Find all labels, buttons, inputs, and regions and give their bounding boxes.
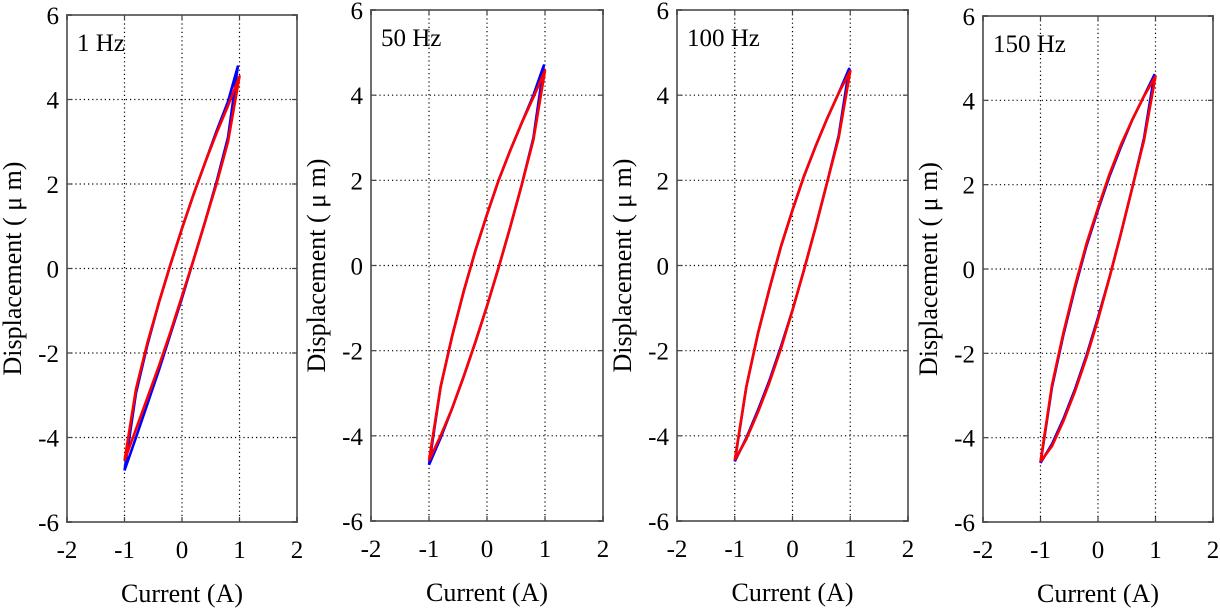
x-tick-label: -2 (57, 537, 78, 564)
y-axis-label: Displacement ( μ m) (608, 159, 637, 373)
y-tick-label: 2 (351, 168, 364, 195)
frequency-annotation: 50 Hz (381, 25, 441, 52)
y-axis-label: Displacement ( μ m) (914, 162, 943, 376)
x-tick-label: -2 (973, 537, 994, 564)
x-tick-label: -2 (667, 536, 688, 563)
y-tick-label: -6 (954, 510, 975, 537)
x-tick-label: 0 (1092, 537, 1105, 564)
frequency-annotation: 100 Hz (687, 25, 760, 52)
x-axis-label: Current (A) (731, 578, 853, 607)
y-tick-label: -4 (648, 424, 669, 451)
x-tick-label: 0 (176, 537, 189, 564)
y-tick-label: 0 (47, 257, 60, 284)
y-tick-label: 2 (47, 172, 60, 199)
y-tick-label: -2 (954, 341, 975, 368)
x-tick-label: 2 (1207, 537, 1220, 564)
subplot-1: -2 -1 0 1 2 -6 -4 -2 0 2 4 6 Current (A) Displacement… (0, 3, 303, 608)
y-tick-label: -4 (954, 426, 975, 453)
x-tick-label: 0 (786, 536, 799, 563)
y-axis-label: Displacement ( μ m) (302, 159, 331, 373)
y-tick-label: -2 (38, 341, 59, 368)
x-axis-label: Current (A) (426, 578, 548, 607)
y-tick-label: 6 (47, 3, 60, 30)
x-axis-label: Current (A) (121, 579, 243, 608)
frequency-annotation: 150 Hz (993, 31, 1066, 58)
y-tick-label: 2 (657, 168, 670, 195)
y-tick-label: 6 (963, 4, 976, 31)
y-tick-label: 0 (657, 254, 670, 281)
series-line-model (123, 75, 241, 462)
x-tick-label: -1 (419, 536, 440, 563)
y-tick-label: 4 (47, 88, 60, 115)
x-tick-label: 0 (481, 536, 494, 563)
series-line-model (1039, 75, 1157, 463)
x-tick-label: 1 (844, 536, 857, 563)
y-tick-label: 0 (963, 257, 976, 284)
x-tick-label: 2 (291, 537, 304, 564)
y-tick-label: -2 (648, 339, 669, 366)
y-tick-label: -4 (38, 426, 59, 453)
x-tick-label: -1 (724, 536, 745, 563)
x-axis-label: Current (A) (1037, 579, 1159, 608)
subplot-2: -2 -1 0 1 2 -6 -4 -2 0 2 4 6 Current (A) Displacement… (302, 0, 609, 607)
x-tick-label: 2 (597, 536, 610, 563)
y-tick-label: -6 (648, 509, 669, 536)
x-tick-label: 2 (902, 536, 915, 563)
subplot-3: -2 -1 0 1 2 -6 -4 -2 0 2 4 6 Current (A) Displacement… (608, 0, 914, 607)
y-tick-label: 4 (657, 83, 670, 110)
series-line-model (427, 69, 547, 462)
y-tick-label: 6 (657, 0, 670, 25)
series-line-model (733, 69, 852, 461)
y-tick-label: -2 (342, 339, 363, 366)
x-tick-label: -1 (114, 537, 135, 564)
x-tick-label: -2 (361, 536, 382, 563)
y-tick-label: -6 (38, 510, 59, 537)
y-tick-label: 4 (963, 88, 976, 115)
x-tick-label: 1 (1149, 537, 1162, 564)
y-tick-label: 0 (351, 254, 364, 281)
y-tick-label: -4 (342, 424, 363, 451)
x-tick-label: 1 (233, 537, 246, 564)
x-tick-label: -1 (1030, 537, 1051, 564)
frequency-annotation: 1 Hz (77, 30, 125, 57)
subplot-4: -2 -1 0 1 2 -6 -4 -2 0 2 4 6 Current (A) Displacement… (914, 4, 1219, 608)
y-tick-label: 2 (963, 173, 976, 200)
y-axis-label: Displacement ( μ m) (0, 162, 27, 376)
x-tick-label: 1 (539, 536, 552, 563)
y-tick-label: 4 (351, 83, 364, 110)
y-tick-label: 6 (351, 0, 364, 25)
y-tick-label: -6 (342, 509, 363, 536)
